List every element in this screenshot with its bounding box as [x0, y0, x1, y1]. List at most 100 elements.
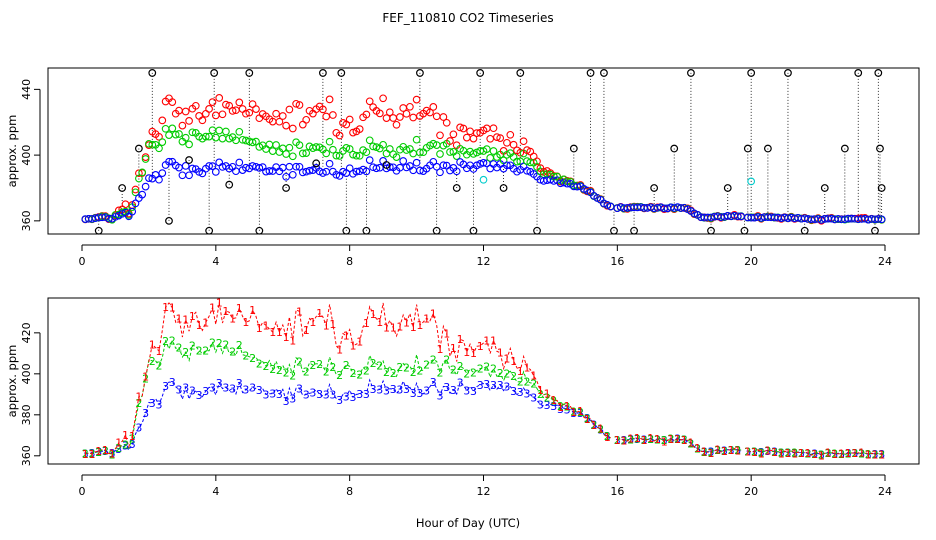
- series-2-symbol: 2: [557, 400, 564, 413]
- series-3-symbol: 3: [303, 389, 310, 402]
- series-3-marker: [158, 169, 167, 177]
- series-2-symbol: 2: [109, 449, 116, 462]
- reference-marker: [723, 184, 732, 192]
- bottom-y-axis-title: approx. ppm: [5, 345, 19, 418]
- series-2-symbol: 2: [303, 365, 310, 378]
- series-1-marker: [432, 112, 441, 121]
- reference-marker: [877, 184, 886, 192]
- series-2-symbol: 2: [115, 442, 122, 455]
- series-2-marker: [218, 134, 227, 143]
- series-3-symbol: 3: [621, 434, 628, 447]
- series-1-symbol: 1: [851, 447, 858, 460]
- series-3-symbol: 3: [544, 399, 551, 412]
- series-1-symbol: 1: [156, 345, 163, 358]
- series-3-symbol: 3: [550, 400, 557, 413]
- series-2-symbol: 2: [721, 445, 728, 458]
- series-3-marker: [503, 161, 511, 170]
- series-2-marker: [171, 130, 180, 139]
- series-2-symbol: 2: [149, 355, 156, 368]
- series-3-symbol: 3: [209, 382, 216, 395]
- series-3-symbol: 3: [524, 387, 531, 400]
- reference-marker: [876, 144, 884, 153]
- series-1-symbol: 1: [182, 314, 189, 327]
- series-3-marker: [185, 171, 193, 180]
- series-2-symbol: 2: [376, 360, 383, 373]
- series-2-symbol: 2: [256, 358, 263, 371]
- series-1-symbol: 1: [430, 308, 437, 321]
- bottom-y-tick-label: 380: [20, 404, 33, 425]
- series-1-symbol: 1: [577, 405, 584, 418]
- series-3-marker: [138, 190, 147, 199]
- reference-marker: [740, 226, 749, 235]
- series-1-marker: [392, 120, 401, 129]
- series-3-symbol: 3: [323, 389, 330, 402]
- series-3-symbol: 3: [758, 446, 765, 459]
- series-2-symbol: 2: [403, 362, 410, 375]
- series-3-symbol: 3: [714, 444, 721, 457]
- series-2-marker: [342, 144, 351, 152]
- series-2-symbol: 2: [811, 448, 818, 461]
- series-1-marker: [211, 111, 220, 120]
- series-3-symbol: 3: [537, 398, 544, 411]
- reference-marker: [630, 226, 638, 235]
- series-2-symbol: 2: [694, 443, 701, 456]
- series-2-marker: [285, 143, 294, 152]
- reference-marker: [452, 184, 461, 192]
- bottom-x-axis: 0 4 8 12 16 20 24: [79, 474, 892, 498]
- series-2-symbol: 2: [396, 361, 403, 374]
- series-3-symbol: 3: [316, 388, 323, 401]
- series-3-symbol: 3: [236, 377, 243, 390]
- series-1-symbol: 1: [269, 326, 276, 339]
- series-1-marker: [292, 99, 300, 108]
- series-3-symbol: 3: [416, 387, 423, 400]
- series-1-marker: [519, 137, 528, 146]
- series-3-symbol: 3: [356, 388, 363, 401]
- series-1-marker: [225, 101, 234, 110]
- series-1-symbol: 1: [771, 446, 778, 459]
- reference-marker: [670, 144, 679, 153]
- series-2-symbol: 2: [470, 366, 477, 379]
- reference-marker: [245, 69, 254, 77]
- series-2-symbol: 2: [189, 339, 196, 352]
- series-1-symbol: 1: [443, 328, 450, 341]
- series-2-symbol: 2: [544, 392, 551, 405]
- series-2-symbol: 2: [530, 377, 537, 390]
- series-1-marker: [345, 115, 354, 124]
- series-3-symbol: 3: [497, 379, 504, 392]
- series-1-marker: [362, 110, 371, 119]
- reference-marker: [610, 226, 618, 235]
- series-1-symbol: 1: [667, 433, 674, 446]
- series-3-marker: [523, 166, 531, 175]
- series-3-symbol: 3: [734, 444, 741, 457]
- series-1-symbol: 1: [865, 448, 872, 461]
- series-3-symbol: 3: [135, 421, 142, 434]
- bottom-x-tick-label: 16: [610, 485, 624, 498]
- series-3-marker: [479, 158, 488, 167]
- series-1-symbol: 1: [597, 423, 604, 436]
- series-2-symbol: 2: [667, 433, 674, 446]
- series-3-symbol: 3: [89, 447, 96, 460]
- series-1-symbol: 1: [263, 319, 270, 332]
- series-3-symbol: 3: [687, 438, 694, 451]
- series-1-symbol: 1: [450, 342, 457, 355]
- top-x-tick-label: 16: [610, 255, 624, 268]
- series-1-symbol: 1: [503, 353, 510, 366]
- series-3-marker: [215, 158, 224, 167]
- figure-title: FEF_110810 CO2 Timeseries: [382, 11, 553, 25]
- top-series-markers: [81, 94, 886, 225]
- series-1-marker: [288, 124, 297, 133]
- reference-marker: [342, 226, 351, 235]
- series-3-marker: [305, 166, 314, 175]
- series-2-symbol: 2: [283, 366, 290, 379]
- series-3-marker: [145, 174, 153, 182]
- series-2-symbol: 2: [363, 364, 370, 377]
- series-3-symbol: 3: [229, 382, 236, 395]
- series-2-symbol: 2: [430, 354, 437, 367]
- series-3-marker: [181, 162, 190, 170]
- series-2-symbol: 2: [296, 355, 303, 368]
- series-1-symbol: 1: [115, 437, 122, 450]
- series-3-symbol: 3: [443, 381, 450, 394]
- series-1-symbol: 1: [296, 305, 303, 318]
- series-3-symbol: 3: [751, 446, 758, 459]
- series-3-symbol: 3: [564, 403, 571, 416]
